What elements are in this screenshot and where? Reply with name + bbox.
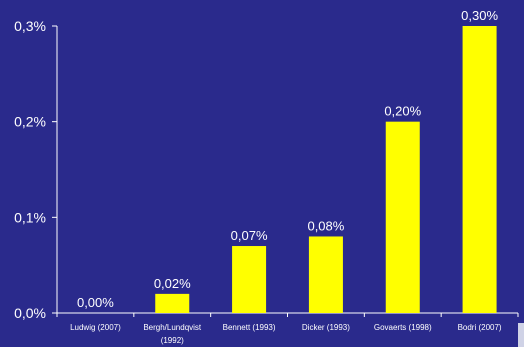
y-axis: 0,0% 0,1% 0,2% 0,3% [14, 18, 58, 321]
x-category-label: Ludwig (2007) [70, 323, 121, 332]
bar [385, 121, 420, 314]
y-tick-label: 0,1% [14, 209, 46, 225]
x-category-label: Bennett (1993) [223, 323, 276, 332]
x-category-label: Dicker (1993) [302, 323, 350, 332]
data-label: 0,02% [154, 276, 191, 291]
corner-mark [518, 323, 524, 347]
data-label: 0,00% [77, 295, 114, 310]
x-category-label: Bergh/Lundqvist (1992) [143, 323, 202, 345]
data-label: 0,30% [461, 8, 498, 23]
data-label: 0,08% [307, 218, 344, 233]
x-category-label: Bodri (2007) [458, 323, 502, 332]
data-labels: 0,00% 0,02% 0,07% 0,08% 0,20% 0,30% [77, 8, 498, 310]
bar [155, 293, 190, 313]
data-label: 0,20% [384, 104, 421, 119]
y-tick-label: 0,0% [14, 305, 46, 321]
bars [155, 26, 497, 314]
bar [232, 246, 267, 313]
y-tick-label: 0,3% [14, 18, 46, 34]
x-category-label: Govaerts (1998) [374, 323, 432, 332]
y-tick-label: 0,2% [14, 114, 46, 130]
x-axis: Ludwig (2007) Bergh/Lundqvist (1992) Bennet… [56, 312, 519, 345]
data-label: 0,07% [231, 228, 268, 243]
bar [462, 26, 497, 313]
bar [308, 236, 343, 313]
